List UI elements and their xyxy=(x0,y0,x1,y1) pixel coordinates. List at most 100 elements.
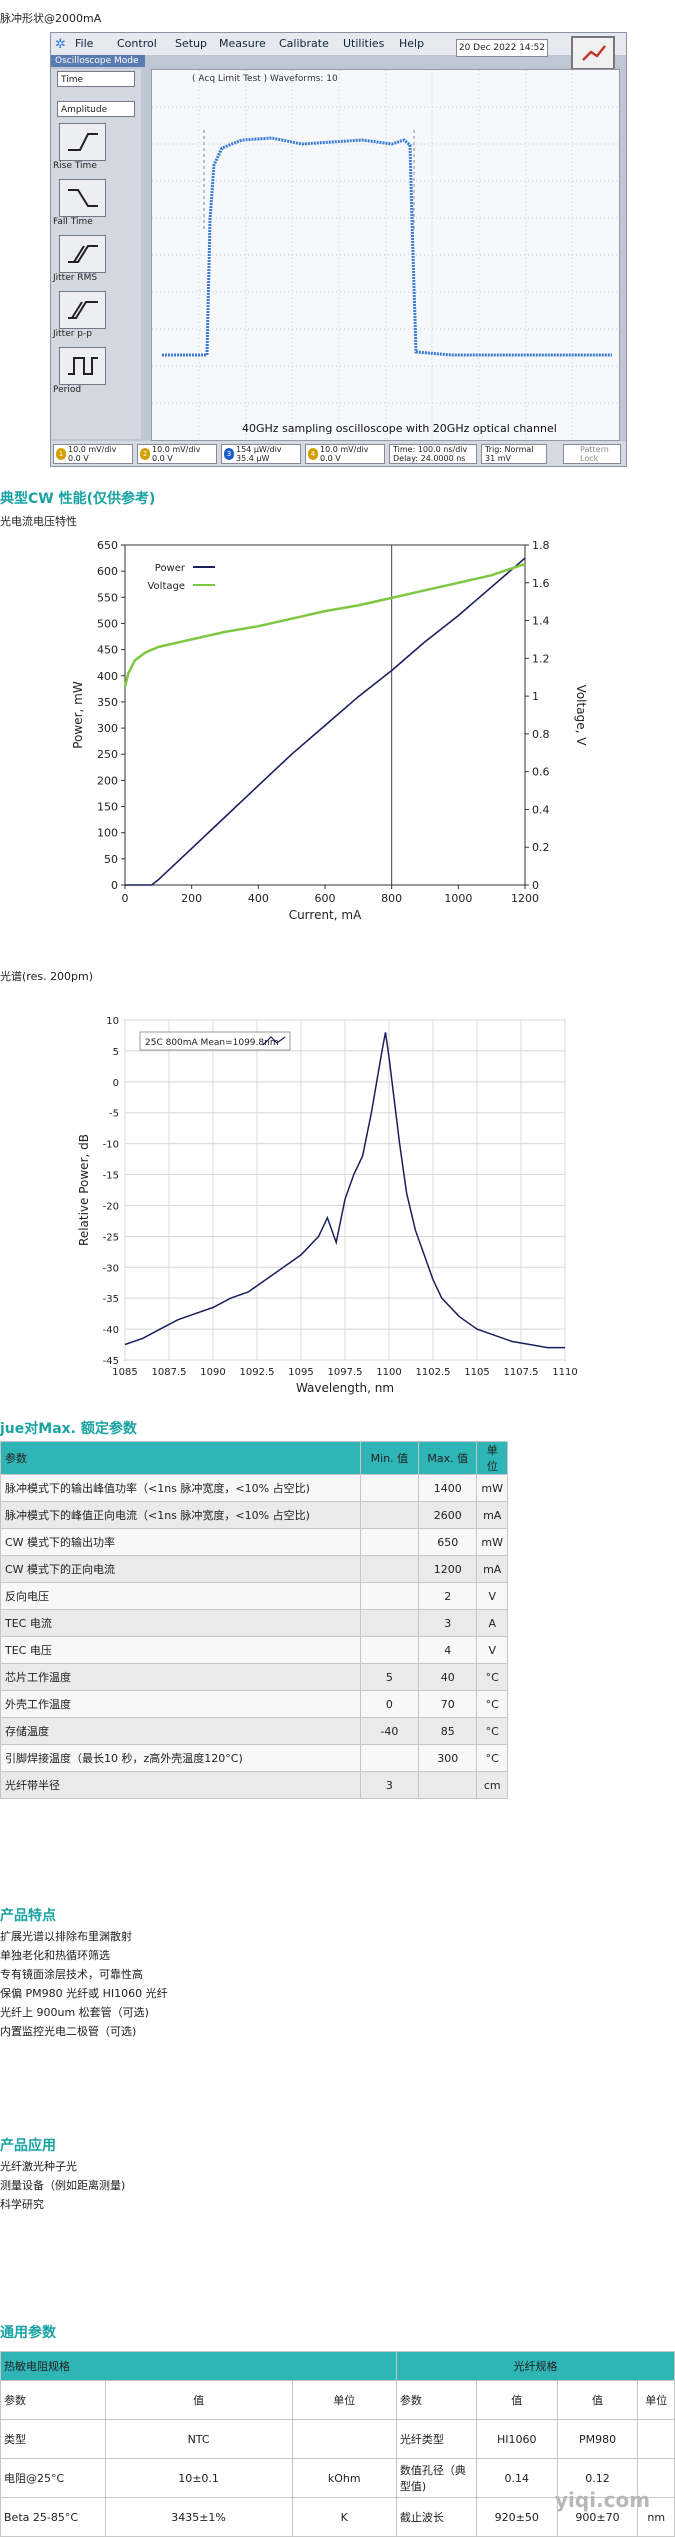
max-cell: 300 xyxy=(418,1744,478,1772)
x-tick-label: 1102.5 xyxy=(416,1367,451,1378)
unit-cell: mA xyxy=(476,1555,508,1583)
y-axis-label: Power, mW xyxy=(71,681,85,749)
general-cell: 数值孔径（典型值) xyxy=(395,2458,477,2498)
spectrum-line xyxy=(124,1032,565,1349)
fall-time-button[interactable] xyxy=(59,179,106,217)
general-cell: NTC xyxy=(104,2419,293,2459)
general-header-row: 参数值单位 参数值值单位 xyxy=(0,2380,675,2420)
y-tick-label: 0 xyxy=(113,1078,119,1089)
y2-tick-label: 1.4 xyxy=(532,615,550,628)
param-cell: CW 模式下的输出功率 xyxy=(0,1528,361,1556)
scope-logo-icon: ✲ xyxy=(55,37,66,52)
x-tick-label: 1200 xyxy=(511,892,539,905)
min-cell: 3 xyxy=(359,1771,420,1799)
param-cell: 脉冲模式下的峰值正向电流（<1ns 脉冲宽度，<10% 占空比) xyxy=(0,1501,361,1529)
period-button[interactable] xyxy=(59,347,106,385)
min-cell: 0 xyxy=(359,1690,420,1718)
y-tick-label: -45 xyxy=(103,1356,119,1367)
x-axis-label: Wavelength, nm xyxy=(296,1381,394,1395)
y-tick-label: -5 xyxy=(109,1109,119,1120)
rise-time-button[interactable] xyxy=(59,123,106,161)
general-header-cell: 值 xyxy=(556,2380,639,2420)
channel-2-readout[interactable]: 2 10.0 mV/div 0.0 V xyxy=(137,444,217,464)
min-cell xyxy=(359,1636,420,1664)
ratings-header-row: 参数 Min. 值 Max. 值 单位 xyxy=(0,1441,508,1475)
y-tick-label: 650 xyxy=(97,539,118,552)
unit-cell: °C xyxy=(476,1744,508,1772)
general-header-cell: 值 xyxy=(475,2380,558,2420)
general-cell: 光纤类型 xyxy=(395,2419,477,2459)
y-tick-label: -10 xyxy=(103,1140,119,1151)
menu-control[interactable]: Control xyxy=(117,37,157,50)
param-cell: CW 模式下的正向电流 xyxy=(0,1555,361,1583)
time-select[interactable]: Time xyxy=(57,71,135,87)
param-cell: 光纤带半径 xyxy=(0,1771,361,1799)
channel-3-readout[interactable]: 3 154 µW/div 35.4 µW xyxy=(221,444,301,464)
fiber-group-header: 光纤规格 xyxy=(395,2351,675,2381)
menu-utilities[interactable]: Utilities xyxy=(343,37,385,50)
jitter-pp-button[interactable] xyxy=(59,291,106,329)
ratings-row: 引脚焊接温度（最长10 秒，z高外壳温度120°C) 300 °C xyxy=(0,1744,508,1772)
y-tick-label: -20 xyxy=(103,1201,119,1212)
general-cell: Beta 25-85°C xyxy=(0,2497,106,2537)
features-title: 产品特点 xyxy=(0,1908,56,1924)
general-cell: HI1060 xyxy=(475,2419,558,2459)
series-line-power xyxy=(125,557,526,886)
pattern-lock-button[interactable]: Pattern Lock xyxy=(563,444,621,464)
ratings-row: CW 模式下的输出功率 650 mW xyxy=(0,1528,508,1556)
scope-menubar: ✲ File Control Setup Measure Calibrate U… xyxy=(51,33,626,55)
y-axis-label: Relative Power, dB xyxy=(77,1134,91,1246)
apps-title: 产品应用 xyxy=(0,2138,56,2154)
y-tick-label: -15 xyxy=(103,1171,119,1182)
time-base-readout[interactable]: Time: 100.0 ns/div Delay: 24.0000 ns xyxy=(389,444,477,464)
channel-1-readout[interactable]: 1 10.0 mV/div 0.0 V xyxy=(53,444,133,464)
channel-4-readout[interactable]: 4 10.0 mV/div 0.0 V xyxy=(305,444,385,464)
ratings-header-cell: Min. 值 xyxy=(359,1441,420,1475)
menu-file[interactable]: File xyxy=(75,37,94,50)
param-cell: 反向电压 xyxy=(0,1582,361,1610)
watermark: yiqi.com xyxy=(555,2488,651,2512)
general-cell: 截止波长 xyxy=(395,2497,477,2537)
general-header-cell: 单位 xyxy=(291,2380,397,2420)
max-cell: 650 xyxy=(418,1528,478,1556)
scope-waveform xyxy=(152,70,619,440)
osc-caption: 脉冲形状@2000mA xyxy=(0,12,102,25)
general-cell xyxy=(637,2419,675,2459)
max-cell: 3 xyxy=(418,1609,478,1637)
rise-time-label: Rise Time xyxy=(53,161,97,171)
max-cell: 70 xyxy=(418,1690,478,1718)
legend-label: 25C 800mA Mean=1099.8nm xyxy=(145,1038,279,1048)
fall-time-icon xyxy=(68,189,98,207)
y-tick-label: 300 xyxy=(97,722,118,735)
general-row: 类型 NTC 光纤类型 HI1060 PM980 xyxy=(0,2419,675,2459)
amplitude-select[interactable]: Amplitude xyxy=(57,101,135,117)
y2-tick-label: 1.2 xyxy=(532,652,550,665)
ratings-row: TEC 电流 3 A xyxy=(0,1609,508,1637)
y2-tick-label: 0.4 xyxy=(532,803,550,816)
menu-setup[interactable]: Setup xyxy=(175,37,208,50)
general-cell: 0.12 xyxy=(556,2458,639,2498)
y-tick-label: 500 xyxy=(97,617,118,630)
ratings-table: 参数 Min. 值 Max. 值 单位 脉冲模式下的输出峰值功率（<1ns 脉冲… xyxy=(0,1441,508,1799)
y-tick-label: 50 xyxy=(104,853,118,866)
general-header-cell: 值 xyxy=(104,2380,293,2420)
channel-4-number: 4 xyxy=(308,448,318,460)
ratings-row: 光纤带半径 3 cm xyxy=(0,1771,508,1799)
trigger-readout[interactable]: Trig: Normal 31 mV xyxy=(481,444,547,464)
scope-run-button[interactable] xyxy=(571,36,615,70)
fall-time-label: Fall Time xyxy=(53,217,93,227)
y-tick-label: 400 xyxy=(97,670,118,683)
min-cell xyxy=(359,1474,420,1502)
y-tick-label: 10 xyxy=(106,1016,119,1027)
y-tick-label: 5 xyxy=(113,1047,119,1058)
x-tick-label: 1100 xyxy=(376,1367,401,1378)
spectrum-chart: 1085 1087.5 1090 1092.5 1095 1097.5 1100 1102.5… xyxy=(77,1016,578,1395)
jitter-rms-button[interactable] xyxy=(59,235,106,273)
menu-calibrate[interactable]: Calibrate xyxy=(279,37,329,50)
menu-help[interactable]: Help xyxy=(399,37,425,50)
max-cell: 1400 xyxy=(418,1474,478,1502)
unit-cell: mA xyxy=(476,1501,508,1529)
ratings-row: 存储温度 -40 85 °C xyxy=(0,1717,508,1745)
y-tick-label: 350 xyxy=(97,696,118,709)
menu-measure[interactable]: Measure xyxy=(219,37,266,50)
